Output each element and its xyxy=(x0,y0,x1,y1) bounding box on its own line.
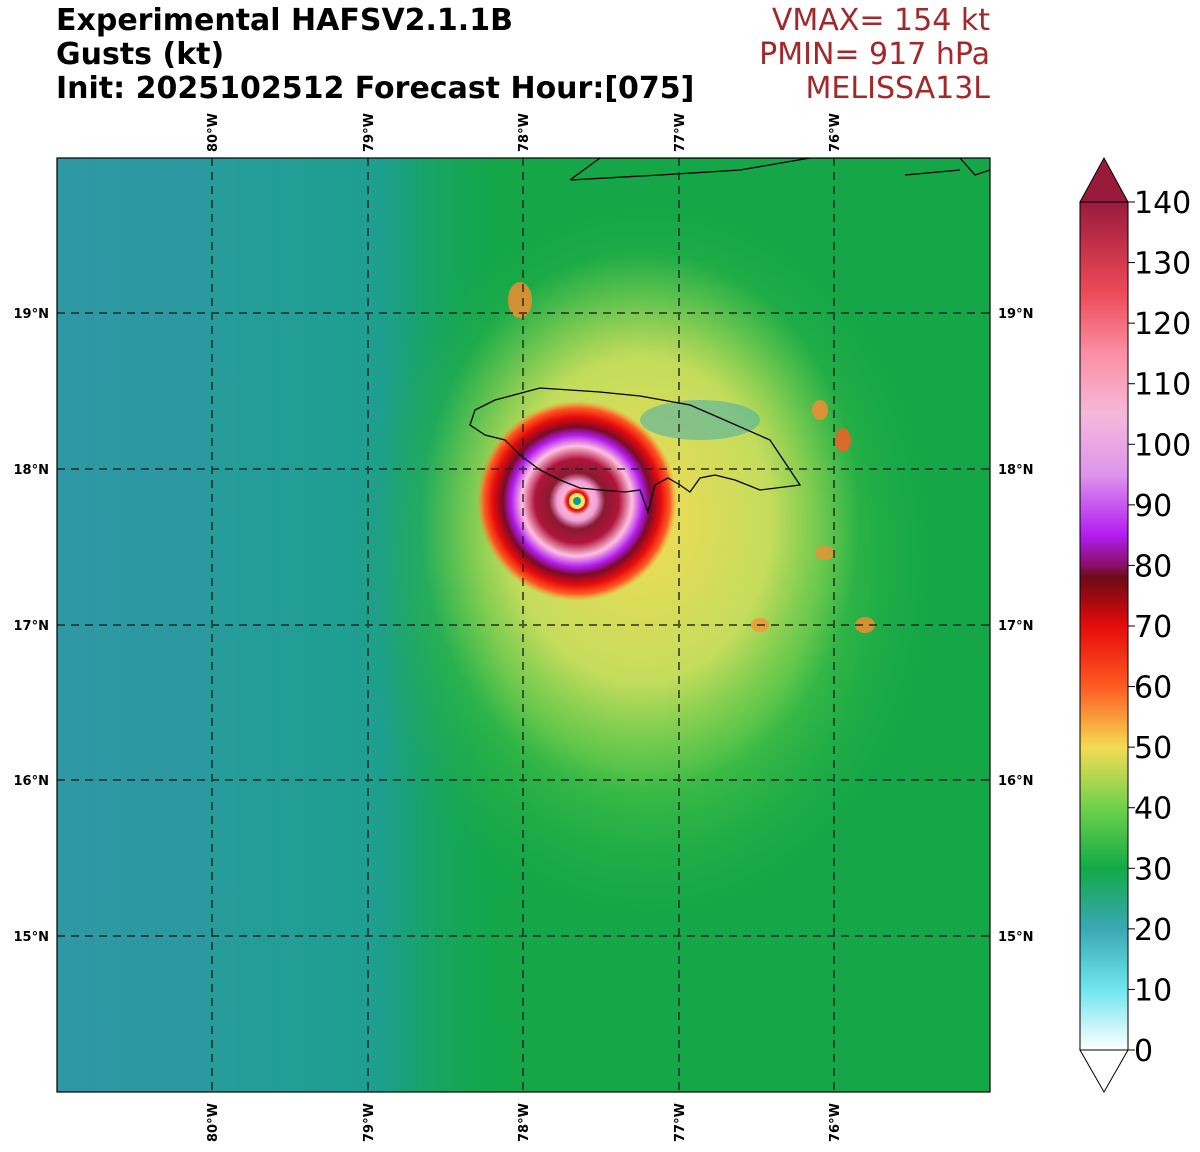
colorbar-tick-label: 0 xyxy=(1134,1034,1153,1069)
lat-label-right: 15°N xyxy=(998,930,1033,945)
colorbar-tick-label: 120 xyxy=(1134,307,1191,342)
lon-label-bottom: 76°W xyxy=(828,1103,843,1142)
colorbar-tick-label: 110 xyxy=(1134,368,1191,403)
lon-label-top: 78°W xyxy=(517,113,532,152)
colorbar-tick-label: 60 xyxy=(1134,671,1172,706)
lat-label-left: 15°N xyxy=(14,930,49,945)
lon-label-bottom: 80°W xyxy=(206,1103,221,1142)
colorbar-tick-label: 140 xyxy=(1134,186,1191,221)
lon-label-bottom: 78°W xyxy=(517,1103,532,1142)
title-field: Gusts (kt) xyxy=(56,37,225,72)
colorbar-tick-label: 100 xyxy=(1134,428,1191,463)
colorbar-top-arrow xyxy=(1079,156,1129,203)
colorbar-tick-label: 90 xyxy=(1134,489,1172,524)
colorbar-tick-label: 70 xyxy=(1134,610,1172,645)
lon-label-top: 77°W xyxy=(673,113,688,152)
vmax-text: VMAX= 154 kt xyxy=(771,3,990,38)
title-init: Init: 2025102512 Forecast Hour:[075] xyxy=(56,71,695,106)
colorbar-tick-label: 30 xyxy=(1134,852,1172,887)
colorbar-tick-label: 10 xyxy=(1134,973,1172,1008)
pmin-text: PMIN= 917 hPa xyxy=(759,37,990,72)
lat-label-left: 17°N xyxy=(14,619,49,634)
lon-label-top: 80°W xyxy=(206,113,221,152)
lat-label-left: 18°N xyxy=(14,463,49,478)
lon-label-top: 76°W xyxy=(828,113,843,152)
colorbar-tick-label: 40 xyxy=(1134,792,1172,827)
storm-name: MELISSA13L xyxy=(805,71,990,106)
colorbar-tick-label: 130 xyxy=(1134,247,1191,282)
colorbar-bottom-arrow xyxy=(1079,1049,1129,1094)
lat-label-left: 19°N xyxy=(14,307,49,322)
lon-label-bottom: 79°W xyxy=(362,1103,377,1142)
colorbar-tick-label: 50 xyxy=(1134,731,1172,766)
title-model: Experimental HAFSV2.1.1B xyxy=(56,3,513,38)
lat-label-right: 18°N xyxy=(998,463,1033,478)
lat-label-right: 16°N xyxy=(998,774,1033,789)
colorbar-tick-label: 80 xyxy=(1134,549,1172,584)
lat-label-right: 17°N xyxy=(998,619,1033,634)
colorbar-tick-label: 20 xyxy=(1134,913,1172,948)
lat-label-left: 16°N xyxy=(14,774,49,789)
lat-label-right: 19°N xyxy=(998,307,1033,322)
lon-label-top: 79°W xyxy=(362,113,377,152)
colorbar-bar xyxy=(1079,201,1129,1051)
lon-label-bottom: 77°W xyxy=(673,1103,688,1142)
